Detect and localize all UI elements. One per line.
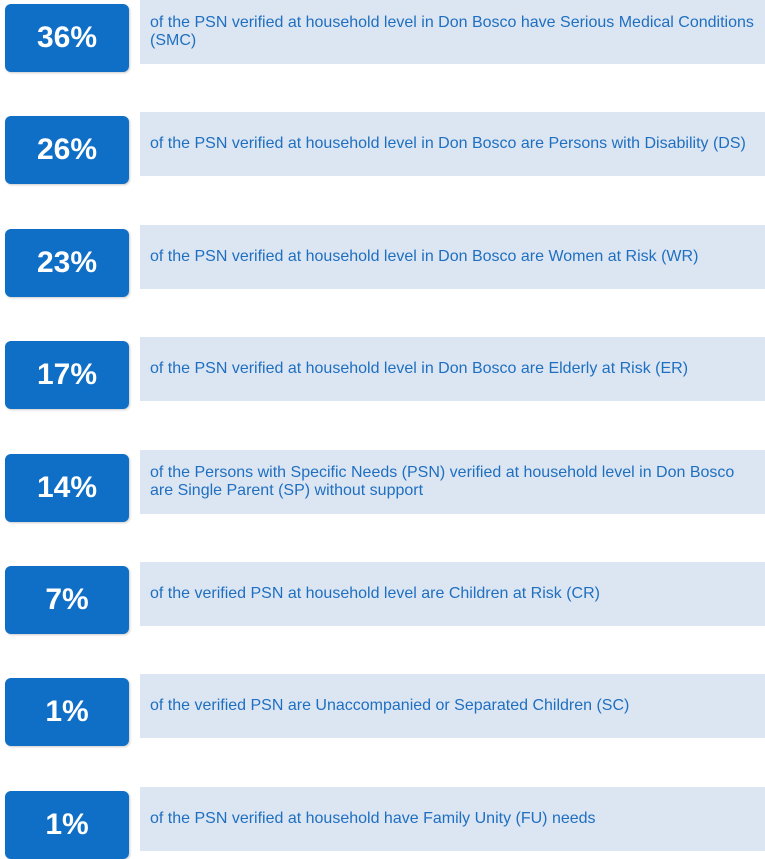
description: of the PSN verified at household level i… <box>150 135 746 152</box>
description: of the Persons with Specific Needs (PSN)… <box>150 464 735 499</box>
description: of the verified PSN are Unaccompanied or… <box>150 697 630 714</box>
stat-row: of the PSN verified at household level i… <box>0 225 765 297</box>
description: of the verified PSN at household level a… <box>150 585 600 602</box>
stat-badge: 14% <box>5 454 129 522</box>
stat-row: of the Persons with Specific Needs (PSN)… <box>0 450 765 522</box>
stat-badge: 7% <box>5 566 129 634</box>
description-box: of the verified PSN are Unaccompanied or… <box>140 674 765 738</box>
stat-badge: 23% <box>5 229 129 297</box>
description: of the PSN verified at household level i… <box>150 14 754 49</box>
stat-row: of the verified PSN are Unaccompanied or… <box>0 674 765 746</box>
description-box: of the verified PSN at household level a… <box>140 562 765 626</box>
stat-badge: 1% <box>5 791 129 859</box>
stat-badge: 1% <box>5 678 129 746</box>
description: of the PSN verified at household level i… <box>150 360 689 377</box>
stat-row: of the PSN verified at household level i… <box>0 112 765 184</box>
description: of the PSN verified at household have Fa… <box>150 810 596 827</box>
description: of the PSN verified at household level i… <box>150 248 699 265</box>
stat-row: of the PSN verified at household level i… <box>0 0 765 72</box>
stat-row: of the PSN verified at household have Fa… <box>0 787 765 859</box>
description-box: of the PSN verified at household level i… <box>140 225 765 289</box>
description-box: of the PSN verified at household level i… <box>140 0 765 64</box>
description-box: of the PSN verified at household level i… <box>140 112 765 176</box>
stat-row: of the verified PSN at household level a… <box>0 562 765 634</box>
description-box: of the PSN verified at household level i… <box>140 337 765 401</box>
stat-badge: 36% <box>5 4 129 72</box>
description-box: of the Persons with Specific Needs (PSN)… <box>140 450 765 514</box>
stat-row: of the PSN verified at household level i… <box>0 337 765 409</box>
description-box: of the PSN verified at household have Fa… <box>140 787 765 851</box>
stat-badge: 26% <box>5 116 129 184</box>
stat-badge: 17% <box>5 341 129 409</box>
